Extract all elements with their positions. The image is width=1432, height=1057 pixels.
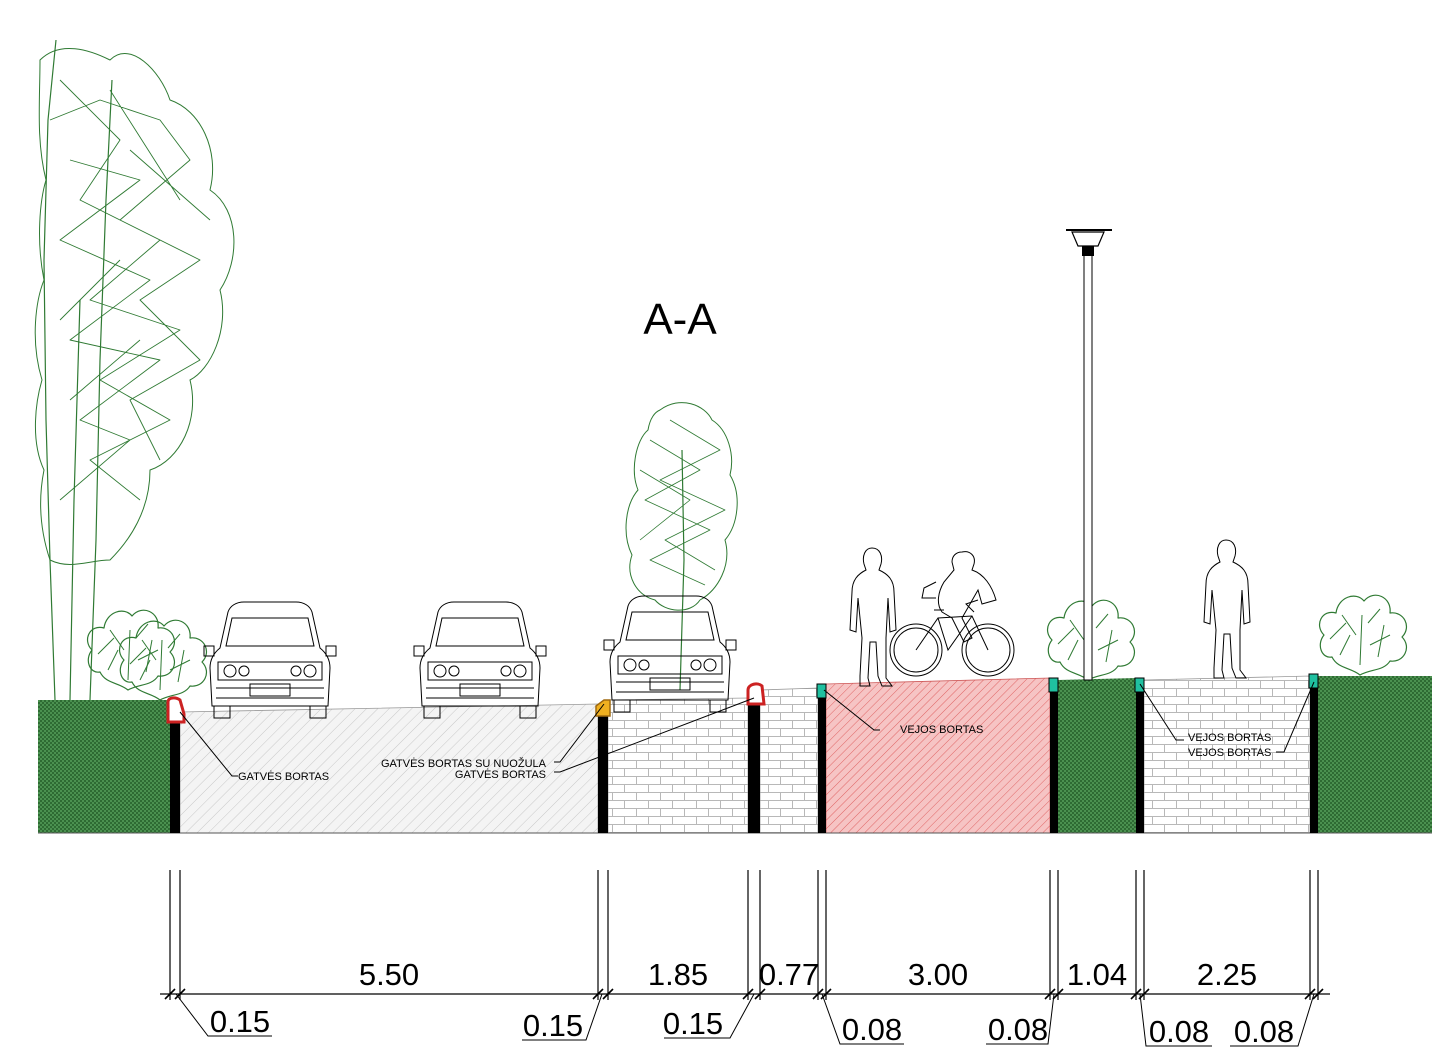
curb-3-black [748, 704, 760, 833]
dimension-ticks [164, 988, 1324, 1000]
dim-roadway: 5.50 [359, 957, 419, 992]
leader-gatves-bortas [179, 711, 238, 777]
dim-grass: 1.04 [1067, 957, 1127, 992]
curb-7-black [1310, 688, 1318, 833]
car-parked-icon [603, 595, 737, 713]
annotations: GATVĖS BORTAS GATVĖS BORTAS SU NUOŽULA G… [179, 681, 1315, 783]
dim-strip: 0.77 [759, 957, 819, 992]
bevel-curb-yellow-icon [595, 699, 611, 717]
pedestrian-walking-bike-icon [849, 547, 897, 687]
right-grass-strip [1318, 676, 1432, 833]
dimension-system: 5.50 1.85 0.77 3.00 1.04 2.25 0.15 0.15 … [160, 870, 1330, 1049]
dim-curb-1: 0.15 [210, 1004, 270, 1039]
dim-curb-5: 0.08 [988, 1012, 1048, 1047]
curb-4-black [818, 696, 826, 833]
label-gatves-bortas-su-nuozula: GATVĖS BORTAS SU NUOŽULA [381, 757, 547, 770]
section-title: A-A [643, 295, 717, 344]
leader-gatves-bortas-2 [554, 697, 755, 773]
dim-parking: 1.85 [648, 957, 708, 992]
leader-vejos-bortas [823, 689, 880, 731]
dim-curb-7: 0.08 [1234, 1014, 1294, 1049]
lawn-curb-green-2-icon [1048, 677, 1059, 693]
lawn-curb-green-4-icon [1308, 673, 1319, 689]
curb-dimension-leaders [175, 993, 1315, 1047]
label-vejos-bortas: VEJOS BORTAS [900, 724, 983, 736]
leader-vejos-bortas-2 [1139, 683, 1184, 741]
lawn-curb-green-3-icon [1134, 677, 1145, 693]
cyclist-icon [889, 551, 1015, 677]
car-front-icon [203, 601, 337, 719]
median-tree-icon [625, 402, 738, 691]
bike-lane-surface [825, 677, 1051, 834]
leader-gatves-bortas-su-nuozula [554, 703, 605, 763]
extension-lines [169, 870, 1319, 1000]
label-gatves-bortas-2: GATVĖS BORTAS [455, 768, 546, 781]
curb-2-black [598, 716, 608, 833]
label-vejos-bortas-2: VEJOS BORTAS [1188, 732, 1271, 744]
dim-curb-3: 0.15 [663, 1006, 723, 1041]
street-lamp-icon [1066, 229, 1112, 681]
curb-5-black [1050, 690, 1058, 833]
dim-curb-2: 0.15 [523, 1008, 583, 1043]
dim-sidewalk: 2.25 [1197, 957, 1257, 992]
shrub-right-icon [1318, 594, 1408, 676]
pedestrian-sidewalk-icon [1203, 539, 1251, 679]
curb-6-black [1136, 690, 1144, 833]
street-curb-red-icon [166, 696, 186, 724]
street-curb-red-2-icon [746, 682, 766, 706]
middle-grass-strip [1058, 678, 1136, 833]
parking-paving [607, 697, 749, 834]
tall-tree-icon [34, 39, 235, 701]
leader-vejos-bortas-3 [1276, 681, 1315, 753]
label-vejos-bortas-3: VEJOS BORTAS [1188, 747, 1271, 759]
left-grass-strip [38, 700, 170, 833]
curb-1-black [170, 720, 180, 833]
car-rear-icon [413, 601, 547, 719]
dim-curb-6: 0.08 [1149, 1014, 1209, 1049]
label-gatves-bortas: GATVĖS BORTAS [238, 770, 329, 783]
dim-curb-4: 0.08 [842, 1012, 902, 1047]
dim-bike-lane: 3.00 [908, 957, 968, 992]
sidewalk-strip-paving [759, 687, 819, 834]
